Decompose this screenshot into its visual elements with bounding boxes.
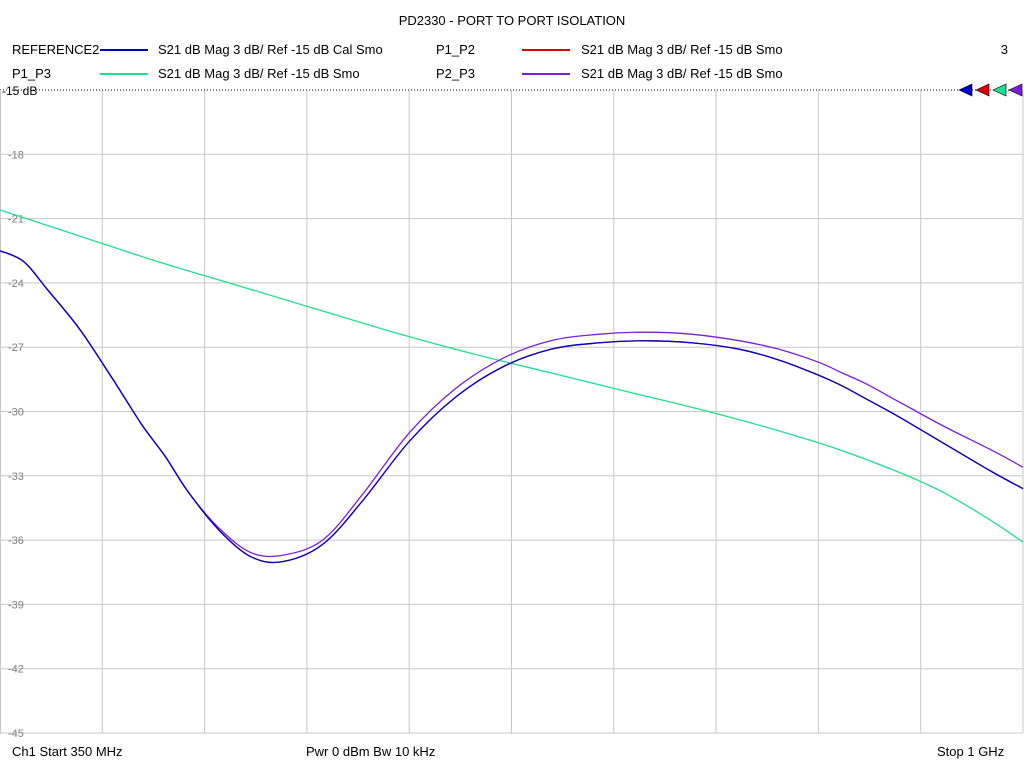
reference-markers[interactable] [958, 83, 1023, 97]
legend-swatch-p2-p3 [522, 73, 570, 75]
ref-marker-p1-p3[interactable] [992, 83, 1007, 97]
legend-desc-p1-p2: S21 dB Mag 3 dB/ Ref -15 dB Smo [581, 42, 783, 57]
trace-reference2 [0, 250, 1024, 564]
footer-stop: Stop 1 GHz [937, 744, 1005, 759]
legend-swatch-p1-p2 [522, 49, 570, 51]
trace-count: 3 [1000, 42, 1008, 57]
legend-desc-reference2: S21 dB Mag 3 dB/ Ref -15 dB Cal Smo [158, 42, 383, 57]
legend-trace-p1-p3[interactable]: P1_P3 [12, 66, 52, 81]
legend-trace-p1-p2[interactable]: P1_P2 [436, 42, 476, 57]
ref-marker-p2-p3[interactable] [1008, 83, 1023, 97]
reference-level-label: -15 dB [2, 84, 37, 98]
y-tick-label: -18 [8, 149, 24, 161]
trace-lines [0, 209, 1024, 564]
legend-desc-p1-p3: S21 dB Mag 3 dB/ Ref -15 dB Smo [158, 66, 360, 81]
legend-swatch-p1-p3 [100, 73, 148, 75]
ref-marker-reference2[interactable] [958, 83, 973, 97]
y-tick-label: -36 [8, 535, 24, 547]
y-tick-label: -24 [8, 278, 24, 290]
ref-marker-p1-p2[interactable] [975, 83, 990, 97]
y-tick-label: -30 [8, 407, 24, 419]
legend-swatch-reference2 [100, 49, 148, 51]
legend-desc-p2-p3: S21 dB Mag 3 dB/ Ref -15 dB Smo [581, 66, 783, 81]
y-tick-label: -42 [8, 664, 24, 676]
legend-trace-reference2[interactable]: REFERENCE2 [12, 42, 100, 57]
y-tick-label: -27 [8, 342, 24, 354]
footer-power-bandwidth: Pwr 0 dBm Bw 10 kHz [306, 744, 436, 759]
y-tick-label: -45 [8, 728, 24, 740]
legend-row-1: REFERENCE2 S21 dB Mag 3 dB/ Ref -15 dB C… [0, 42, 1024, 62]
legend-row-2: P1_P3 S21 dB Mag 3 dB/ Ref -15 dB Smo P2… [0, 66, 1024, 86]
grid-lines [0, 89, 1024, 734]
y-tick-labels: -18-21-24-27-30-33-36-39-42-45 [8, 149, 24, 740]
y-tick-label: -39 [8, 599, 24, 611]
chart-title: PD2330 - PORT TO PORT ISOLATION [398, 13, 626, 28]
footer-start: Ch1 Start 350 MHz [12, 744, 123, 759]
legend-trace-p2-p3[interactable]: P2_P3 [436, 66, 476, 81]
y-tick-label: -33 [8, 471, 24, 483]
trace-p1-p3 [0, 209, 1024, 543]
